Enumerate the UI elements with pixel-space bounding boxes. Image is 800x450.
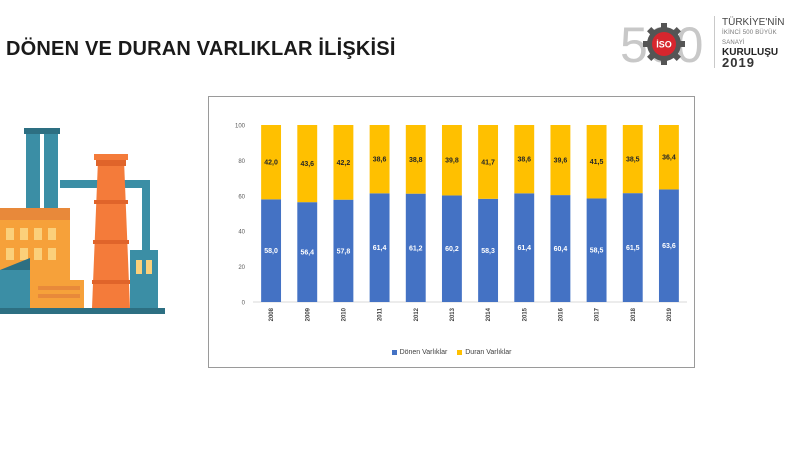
y-tick-label: 20 (238, 265, 245, 271)
bar-segment-donen (514, 193, 535, 302)
data-label: 60,4 (554, 246, 568, 253)
y-tick-label: 40 (238, 230, 245, 236)
y-tick-label: 100 (235, 124, 246, 130)
bar-segment-duran (586, 125, 607, 199)
data-label: 61,2 (409, 245, 423, 252)
data-label: 58,5 (590, 248, 604, 255)
x-tick-label: 2014 (486, 307, 492, 321)
bar-segment-duran (441, 125, 462, 196)
data-label: 42,2 (337, 160, 351, 167)
logo-line-2: İKİNCİ 500 BÜYÜK SANAYİ (722, 30, 777, 46)
x-tick-label: 2009 (305, 307, 311, 321)
bar-segment-donen (550, 195, 571, 302)
iso-500-emblem-icon: 500 İSO (620, 17, 703, 73)
data-label: 38,6 (517, 157, 531, 164)
bar-segment-duran (333, 125, 354, 200)
legend-label-duran: Duran Varlıklar (465, 349, 512, 356)
data-label: 61,4 (517, 245, 531, 252)
x-tick-label: 2008 (269, 307, 275, 321)
bar-segment-donen (261, 199, 282, 302)
bar-segment-donen (369, 193, 390, 302)
y-tick-label: 80 (238, 159, 245, 165)
data-label: 42,0 (264, 160, 278, 167)
data-label: 60,2 (445, 246, 459, 253)
x-tick-label: 2017 (595, 307, 601, 321)
data-label: 41,7 (481, 159, 495, 166)
logo-text-block: TÜRKİYE'NİN İKİNCİ 500 BÜYÜK SANAYİ KURU… (722, 17, 796, 70)
data-label: 36,4 (662, 155, 676, 162)
data-label: 38,5 (626, 157, 640, 164)
bar-segment-duran (514, 125, 535, 194)
bar-segment-donen (297, 202, 318, 302)
y-tick-label: 0 (242, 301, 246, 307)
bar-segment-donen (333, 199, 354, 302)
chart-legend: Dönen Varlıklar Duran Varlıklar (209, 349, 694, 357)
x-tick-label: 2016 (558, 307, 564, 321)
chart-plot-area: 0 20 40 60 80 100 58,0 42,0 2008 56,4 43,6 2009 57,8… (235, 124, 687, 321)
logo-line-3: KURULUŞU (722, 47, 779, 58)
bar-segment-duran (658, 125, 679, 190)
legend-item-donen: Dönen Varlıklar (391, 349, 448, 356)
y-tick-label: 60 (238, 194, 245, 200)
x-tick-label: 2015 (522, 307, 528, 321)
logo-year: 2019 (722, 55, 755, 70)
data-label: 43,6 (300, 161, 314, 168)
data-label: 39,6 (554, 158, 568, 165)
x-tick-label: 2018 (631, 307, 637, 321)
x-tick-label: 2019 (667, 307, 673, 321)
bar-segment-duran (297, 125, 318, 203)
bar-segment-duran (622, 125, 643, 194)
data-label: 57,8 (337, 248, 351, 255)
bar-segment-duran (405, 125, 426, 194)
logo-divider (714, 16, 715, 68)
x-tick-label: 2012 (414, 307, 420, 321)
data-label: 38,8 (409, 157, 423, 164)
data-label: 61,5 (626, 245, 640, 252)
bar-segment-donen (441, 195, 462, 302)
factory-illustration-icon (0, 128, 165, 314)
bar-segment-duran (478, 125, 499, 199)
x-tick-label: 2011 (378, 307, 384, 321)
data-label: 39,8 (445, 158, 459, 165)
data-label: 63,6 (662, 243, 676, 250)
logo-line-1: TÜRKİYE'NİN (722, 17, 785, 28)
bar-segment-donen (622, 193, 643, 302)
x-tick-label: 2010 (341, 307, 347, 321)
data-label: 58,0 (264, 248, 278, 255)
iso-500-logo: 500 İSO TÜRKİYE'NİN İKİNCİ 500 BÜYÜK SAN… (618, 12, 796, 73)
bar-segment-donen (658, 189, 679, 302)
legend-label-donen: Dönen Varlıklar (399, 349, 448, 356)
bar-segment-donen (586, 198, 607, 302)
data-label: 38,6 (373, 157, 387, 164)
bar-segment-duran (261, 125, 282, 200)
data-label: 58,3 (481, 248, 495, 255)
legend-item-duran: Duran Varlıklar (457, 349, 511, 356)
bar-segment-donen (478, 198, 499, 302)
bar-segment-donen (405, 193, 426, 302)
bar-segment-duran (550, 125, 571, 196)
data-label: 41,5 (590, 159, 604, 166)
data-label: 61,4 (373, 245, 387, 252)
x-tick-label: 2013 (450, 307, 456, 321)
legend-swatch-duran (457, 350, 463, 355)
logo-badge: İSO (656, 40, 672, 50)
page-title: DÖNEN VE DURAN VARLIKLAR İLİŞKİSİ (6, 38, 396, 60)
legend-swatch-donen (391, 350, 397, 355)
bar-segment-duran (369, 125, 390, 194)
stacked-bar-chart: 0 20 40 60 80 100 58,0 42,0 2008 56,4 43,6 2009 57,8… (208, 96, 695, 368)
data-label: 56,4 (300, 250, 314, 257)
